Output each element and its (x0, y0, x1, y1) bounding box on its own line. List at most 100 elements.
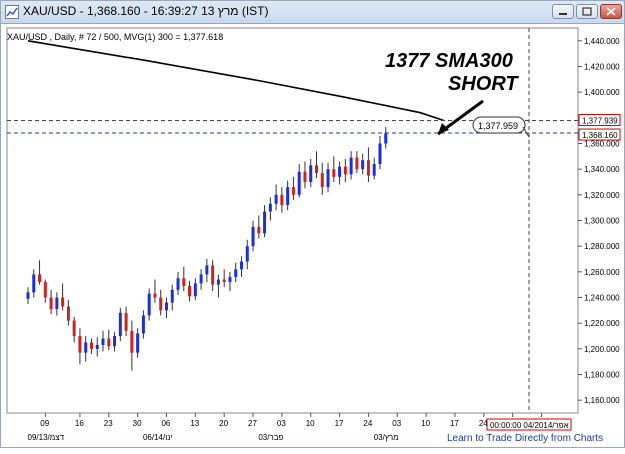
candle (147, 288, 151, 321)
candle (228, 271, 232, 292)
y-tick-label: 1,260.000 (584, 268, 620, 277)
candle-body (343, 166, 347, 175)
candle-body (286, 187, 290, 206)
candle (101, 330, 105, 352)
learn-to-trade-link[interactable]: Learn to Trade Directly from Charts (447, 433, 604, 444)
title-bar[interactable]: XAU/USD - 1,368.160 - 16:39:27 מרץ 13 (I… (1, 1, 624, 24)
candle-body (257, 226, 261, 234)
x-day-label: 03 (277, 419, 286, 428)
x-month-label: 03/מרץ (374, 433, 399, 442)
sma300-line (27, 40, 444, 122)
candle (315, 151, 318, 179)
candle-body (118, 312, 122, 336)
candle-body (113, 336, 117, 347)
candle (78, 328, 82, 365)
candle-body (84, 342, 88, 353)
last-price-tag-text: 1,368.160 (582, 131, 618, 140)
chart-area[interactable]: 1,440.0001,420.0001,400.0001,380.0001,36… (1, 23, 624, 449)
y-tick-label: 1,240.000 (584, 294, 620, 303)
candle-body (216, 279, 220, 285)
candle (153, 279, 157, 303)
x-day-label: 17 (335, 419, 344, 428)
candle-body (297, 171, 301, 195)
candle-body (176, 278, 180, 290)
crosshair-date-tag (486, 418, 572, 431)
candle (113, 332, 117, 352)
candle (257, 215, 261, 239)
candle-body (361, 160, 365, 170)
candle-body (43, 282, 47, 298)
candle (378, 135, 382, 170)
candle (84, 336, 88, 362)
callout-pointer (522, 126, 530, 138)
close-button[interactable] (600, 4, 622, 19)
chart-info-label: XAU/USD , Daily, # 72 / 500, MVG(1) 300 … (7, 32, 223, 42)
candle-body (205, 265, 209, 275)
candle (320, 162, 324, 195)
candle (141, 310, 145, 339)
candle-body (315, 165, 318, 174)
candle-body (274, 194, 278, 204)
annotation-arrow-icon (438, 123, 449, 134)
candle (89, 338, 93, 354)
candle-body (355, 157, 359, 170)
x-day-label: 23 (104, 419, 113, 428)
candle-body (291, 187, 295, 195)
candle-body (338, 166, 342, 177)
candle-body (211, 265, 215, 285)
candle (234, 262, 238, 283)
x-day-label: 13 (190, 419, 199, 428)
y-tick-label: 1,320.000 (584, 191, 620, 200)
candle-body (153, 293, 157, 298)
candle-body (38, 274, 42, 283)
candle-body (188, 285, 192, 297)
y-tick-label: 1,400.000 (584, 88, 620, 97)
x-day-label: 30 (133, 419, 142, 428)
close-icon (606, 7, 616, 16)
candle (55, 292, 59, 316)
candle-body (332, 169, 336, 177)
candle (280, 187, 284, 213)
candle (326, 162, 330, 193)
candle (164, 297, 168, 319)
candle (291, 176, 295, 200)
price-callout-value: 1,377.959 (478, 121, 518, 131)
candle-body (55, 297, 59, 310)
candle-body (164, 302, 168, 311)
maximize-button[interactable] (576, 4, 598, 19)
x-month-label: 03/פבר (258, 433, 283, 442)
candle-body (95, 344, 99, 349)
y-tick-label: 1,280.000 (584, 242, 620, 251)
candle (118, 307, 122, 342)
candle-body (136, 333, 140, 353)
candle-body (66, 306, 70, 321)
candle-body (199, 274, 203, 284)
candle-body (89, 342, 93, 349)
candle-body (159, 297, 163, 311)
candle (239, 256, 243, 277)
y-tick-label: 1,420.000 (584, 63, 620, 72)
candle-body (228, 276, 232, 283)
candle (263, 205, 267, 238)
candle (130, 320, 134, 371)
x-day-label: 09 (40, 419, 49, 428)
x-day-label: 16 (75, 419, 84, 428)
crosshair-date-text: 00:00:00 04/2014/אפר (490, 421, 569, 430)
candle (309, 158, 313, 188)
candle (338, 161, 342, 185)
candle (222, 269, 226, 288)
candle (170, 284, 174, 311)
x-day-label: 06 (161, 419, 170, 428)
candle (38, 260, 42, 285)
candle-body (239, 261, 243, 270)
price-chart[interactable]: 1,440.0001,420.0001,400.0001,380.0001,36… (1, 23, 624, 449)
y-tick-label: 1,440.000 (584, 37, 620, 46)
candle (286, 180, 290, 211)
x-month-label: 06/14/ינו (143, 433, 173, 442)
x-day-label: 27 (248, 419, 257, 428)
candle (66, 300, 70, 326)
candle (372, 157, 376, 180)
minimize-button[interactable] (552, 4, 574, 19)
candle (303, 161, 307, 189)
candle-body (349, 157, 353, 175)
